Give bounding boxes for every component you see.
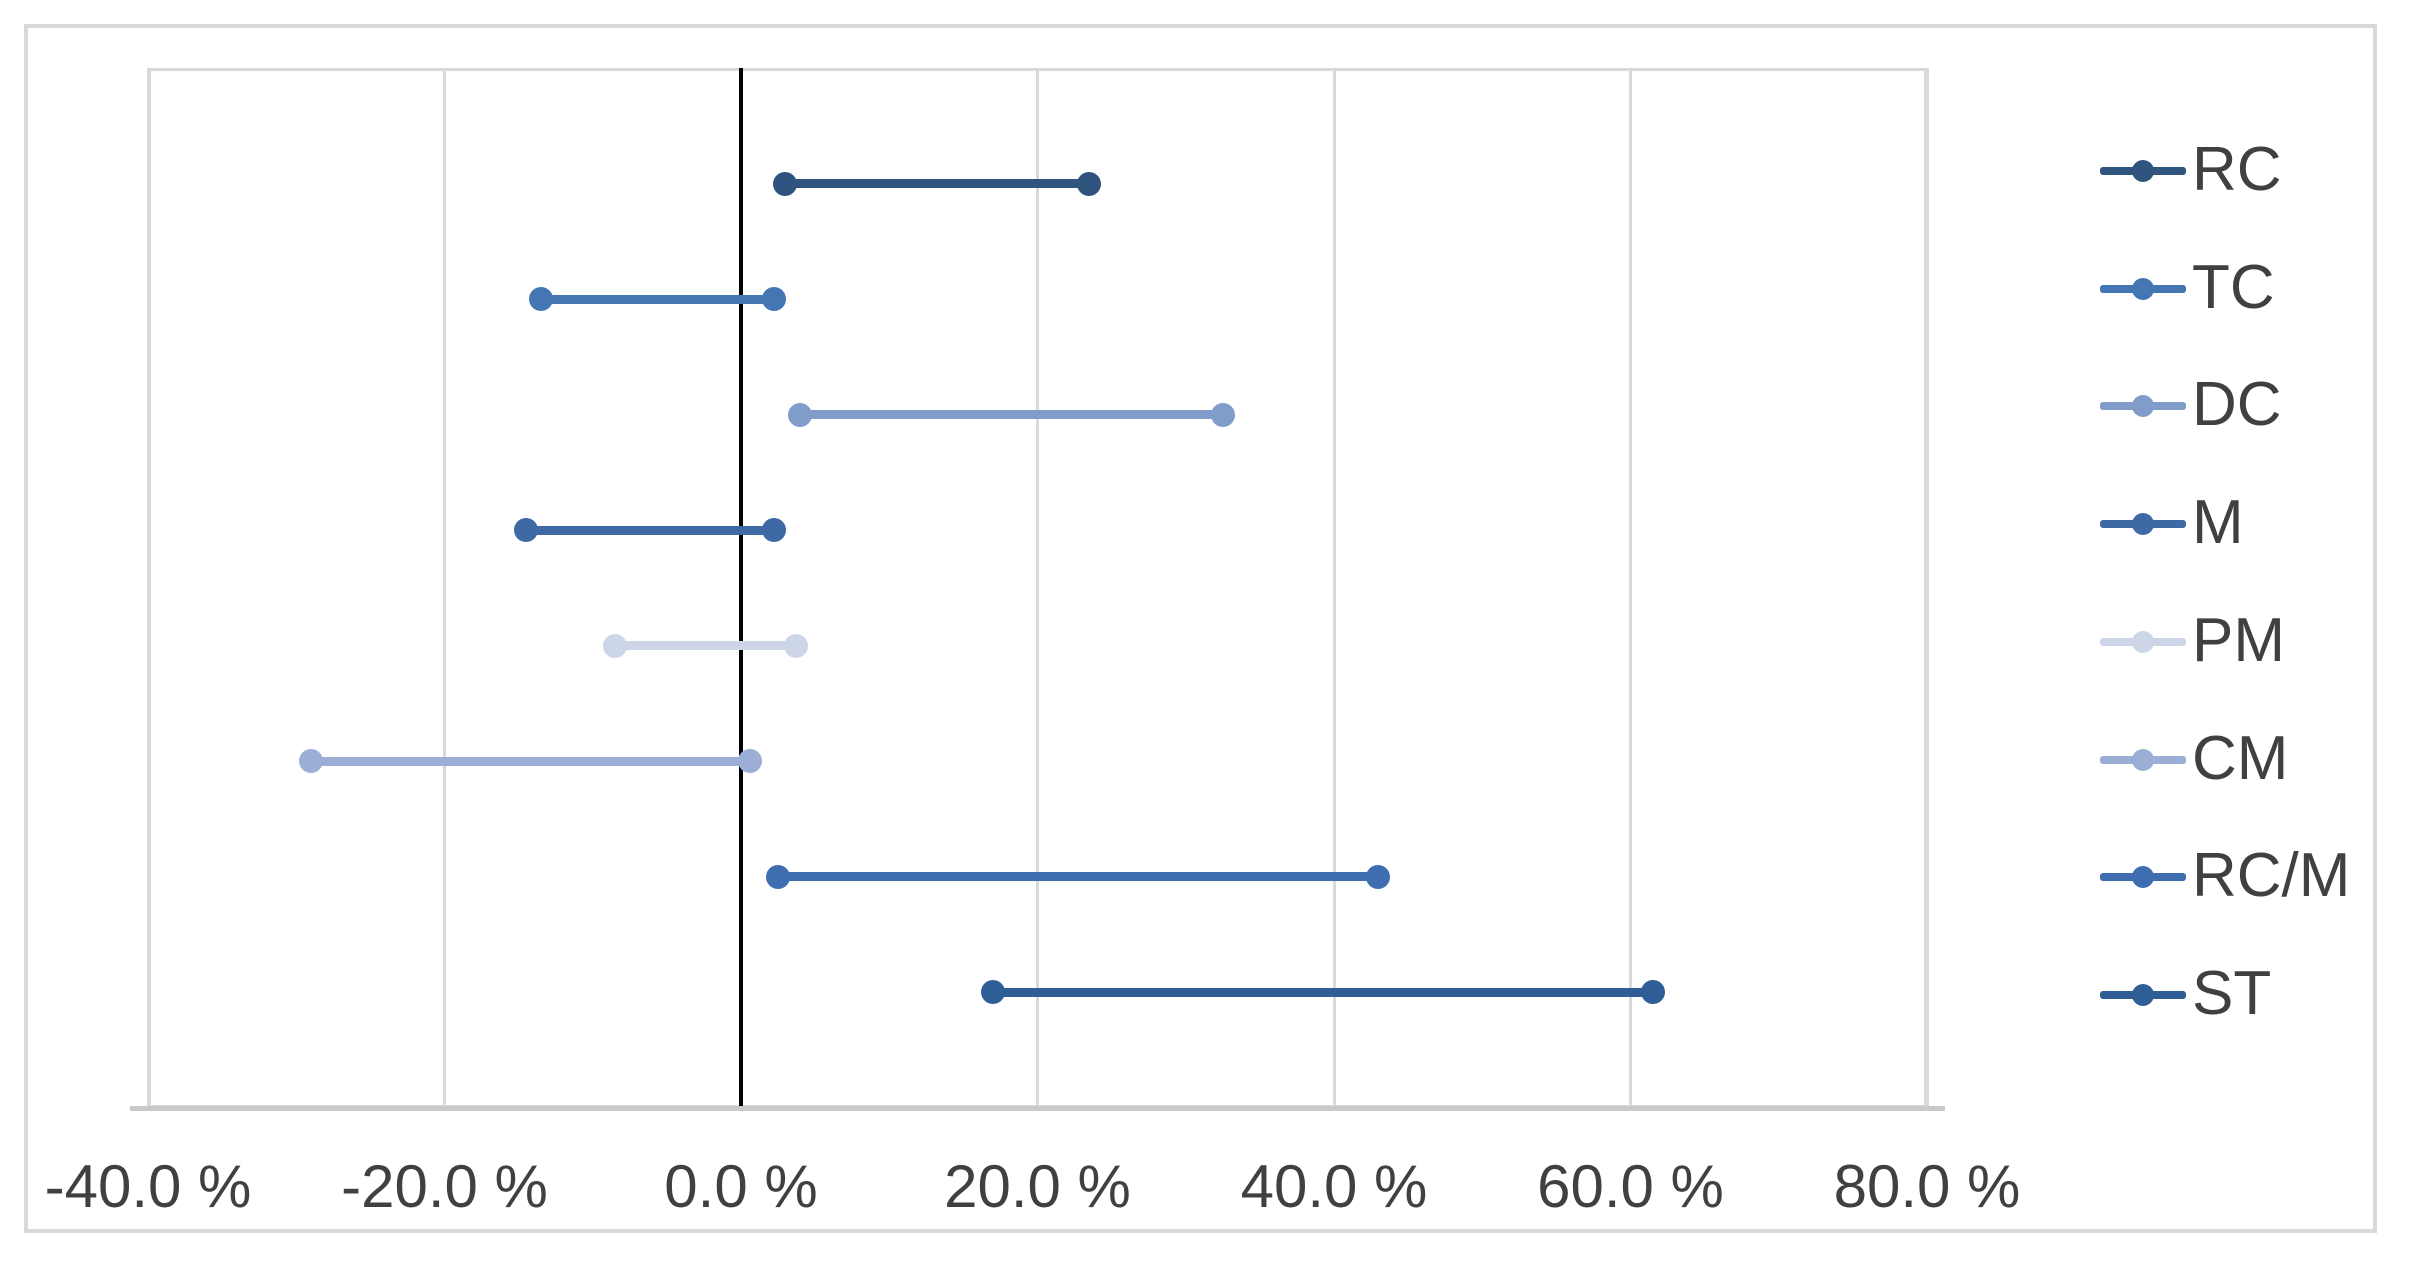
range-endpoint-low-RC [773, 171, 798, 196]
x-axis-tick-label--20: -20.0 % [341, 1153, 548, 1220]
range-endpoint-high-ST [1640, 980, 1665, 1005]
legend-marker-dot [2132, 277, 2154, 300]
legend-label-ST: ST [2192, 959, 2272, 1028]
legend-label-RC: RC [2192, 135, 2282, 204]
range-endpoint-low-RC/M [766, 864, 791, 889]
x-axis-tick-label-0: 0.0 % [664, 1153, 818, 1220]
x-axis-tick-label-60: 60.0 % [1537, 1153, 1724, 1220]
series-range-DC [800, 410, 1223, 420]
range-endpoint-low-CM [299, 749, 324, 774]
legend-label-M: M [2192, 488, 2244, 558]
range-endpoint-high-DC [1210, 402, 1235, 427]
gridline-20 [1036, 68, 1039, 1108]
legend-label-DC: DC [2192, 370, 2282, 440]
range-endpoint-high-RC/M [1366, 864, 1391, 889]
legend-marker-dot [2132, 160, 2154, 182]
series-range-M [526, 525, 774, 535]
legend-label-CM: CM [2192, 723, 2289, 793]
zero-axis-line [739, 68, 743, 1108]
legend-marker-dot [2132, 395, 2154, 418]
range-endpoint-high-CM [737, 749, 762, 774]
range-endpoint-low-TC [528, 287, 553, 312]
range-endpoint-low-M [514, 518, 539, 543]
range-endpoint-low-DC [788, 402, 813, 427]
series-range-CM [311, 756, 750, 766]
gridline--40 [146, 68, 150, 1108]
legend-marker-dot [2132, 630, 2154, 653]
gridline-60 [1629, 68, 1632, 1108]
x-axis-tick-label-80: 80.0 % [1833, 1153, 2021, 1220]
series-range-TC [540, 294, 774, 304]
x-axis-tick-label-20: 20.0 % [944, 1153, 1131, 1220]
gridline-80 [1925, 68, 1929, 1108]
series-range-PM [614, 641, 796, 651]
legend-label-PM: PM [2192, 605, 2285, 675]
series-range-ST [993, 987, 1653, 997]
series-range-RC/M [778, 872, 1379, 882]
series-range-RC [785, 179, 1090, 189]
x-axis-tick-label-40: 40.0 % [1240, 1153, 1428, 1220]
legend-marker-dot [2132, 748, 2154, 771]
legend-label-RC/M: RC/M [2192, 841, 2351, 911]
legend-label-TC: TC [2192, 252, 2275, 322]
legend-marker-dot [2132, 866, 2154, 889]
legend-marker-dot [2132, 513, 2154, 536]
range-endpoint-low-PM [602, 633, 627, 658]
gridline-40 [1332, 68, 1336, 1108]
range-endpoint-high-RC [1077, 171, 1102, 196]
x-axis-line [130, 1106, 1945, 1111]
range-endpoint-low-ST [981, 980, 1006, 1005]
gridline--20 [443, 68, 446, 1108]
range-endpoint-high-M [761, 518, 786, 543]
range-endpoint-high-TC [761, 287, 786, 312]
legend-marker-dot [2132, 984, 2154, 1006]
range-endpoint-high-PM [783, 633, 808, 658]
x-axis-tick-label--40: -40.0 % [44, 1153, 252, 1220]
